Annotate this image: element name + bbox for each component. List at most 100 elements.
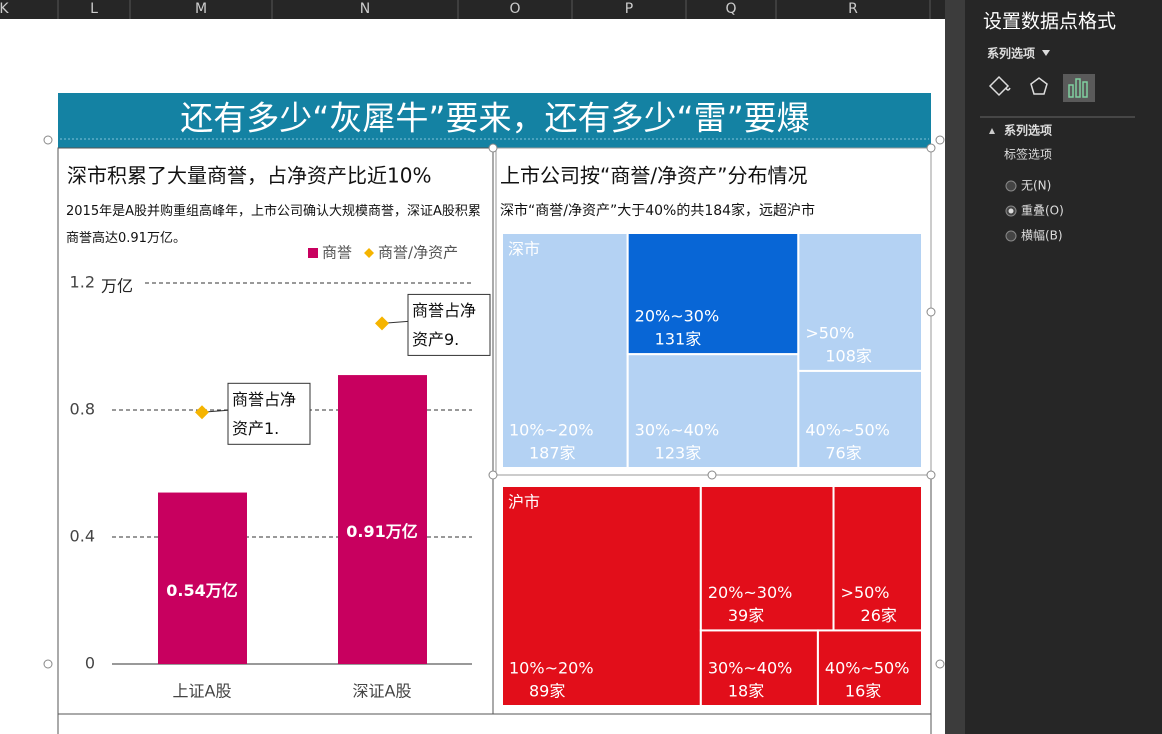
chart-title: 上市公司按“商誉/净资产”分布情况 xyxy=(500,164,807,188)
y-tick-label: 1.2 xyxy=(70,273,95,292)
tile-value: 131家 xyxy=(655,330,702,349)
tile-category: 10%~20% xyxy=(509,421,594,440)
tile-value: 89家 xyxy=(529,682,565,701)
treemap-tile xyxy=(699,485,835,632)
handle[interactable] xyxy=(926,143,936,153)
legend-label: 商誉 xyxy=(322,244,352,262)
handle[interactable] xyxy=(935,659,945,669)
handle[interactable] xyxy=(488,470,498,480)
column-letter: Q xyxy=(725,1,736,17)
handle[interactable] xyxy=(935,135,945,145)
scrollbar[interactable] xyxy=(945,0,965,734)
callout-label: 商誉占净资产1.8% xyxy=(232,390,297,439)
radio-button[interactable] xyxy=(1005,180,1017,192)
series-options-menu[interactable]: 系列选项 xyxy=(987,46,1035,61)
series-options-tab[interactable] xyxy=(1063,74,1095,102)
bar xyxy=(338,375,427,664)
handle[interactable] xyxy=(43,135,53,145)
y-tick-label: 0 xyxy=(85,654,95,673)
column-letter: M xyxy=(195,1,207,17)
column-letter: O xyxy=(509,1,520,17)
legend-swatch xyxy=(364,248,375,258)
handle[interactable] xyxy=(926,307,936,317)
column-header xyxy=(0,0,945,19)
format-pane xyxy=(965,0,1162,734)
column-letter: N xyxy=(360,1,370,17)
tile-value: 187家 xyxy=(529,444,576,463)
treemap-tile xyxy=(501,485,702,707)
group-label: 深市 xyxy=(508,240,540,259)
column-letter: K xyxy=(0,1,9,17)
pane-title: 设置数据点格式 xyxy=(983,11,1116,33)
chart-title: 深市积累了大量商誉，占净资产比近10% xyxy=(67,164,431,188)
tile-category: 40%~50% xyxy=(805,421,890,440)
callout-label: 商誉占净资产9.5% xyxy=(412,301,477,350)
bar xyxy=(158,492,247,664)
tile-category: >50% xyxy=(841,583,890,602)
tile-value: 26家 xyxy=(861,606,897,625)
callout-label-box: 商誉占净资产9.5% xyxy=(412,301,477,350)
bar-value-label: 0.91万亿 xyxy=(346,522,417,541)
y-tick-label: 0.4 xyxy=(70,527,95,546)
treemap-tile xyxy=(626,353,800,469)
label-options: 标签选项 xyxy=(1004,147,1052,162)
dashboard-title: 还有多少“灰犀牛”要来，还有多少“雷”要爆 xyxy=(180,99,809,138)
group-label: 沪市 xyxy=(508,493,540,512)
tile-value: 39家 xyxy=(728,606,764,625)
radio-label[interactable]: 横幅(B) xyxy=(1021,228,1063,243)
x-tick-label: 上证A股 xyxy=(173,682,232,701)
radio-label[interactable]: 无(N) xyxy=(1021,179,1051,193)
tile-value: 108家 xyxy=(825,346,872,365)
column-letter: L xyxy=(90,1,98,17)
section-header[interactable]: 系列选项 xyxy=(1004,123,1052,138)
y-tick-label: 0.8 xyxy=(70,400,95,419)
treemap-tile xyxy=(832,485,924,632)
tile-category: 20%~30% xyxy=(708,583,793,602)
tile-category: 30%~40% xyxy=(708,659,793,678)
treemap-tile xyxy=(797,369,923,469)
tile-value: 18家 xyxy=(728,682,764,701)
handle[interactable] xyxy=(707,470,717,480)
chart-subtitle-box: 2015年是A股并购重组高峰年，上市公司确认大规模商誉，深证A股积累商誉高达0.… xyxy=(66,204,481,246)
callout-label-box: 商誉占净资产1.8% xyxy=(232,390,297,439)
handle[interactable] xyxy=(43,659,53,669)
treemap-tile xyxy=(699,629,819,708)
radio-label[interactable]: 重叠(O) xyxy=(1021,204,1064,218)
marker xyxy=(375,316,389,331)
chart-icon xyxy=(1068,78,1088,98)
legend-label: 商誉/净资产 xyxy=(378,244,458,262)
treemap-tile xyxy=(501,232,629,469)
tile-value: 76家 xyxy=(825,444,861,463)
column-letter: P xyxy=(625,1,633,17)
legend-swatch xyxy=(308,248,318,258)
bar-value-label: 0.54万亿 xyxy=(166,581,237,600)
callout-box xyxy=(227,382,311,445)
tile-value: 123家 xyxy=(655,444,702,463)
tile-category: 20%~30% xyxy=(635,307,720,326)
tile-value: 16家 xyxy=(845,682,881,701)
radio-dot xyxy=(1008,208,1014,214)
column-letter: R xyxy=(848,1,858,17)
marker xyxy=(195,405,209,420)
treemap-tile xyxy=(626,232,800,356)
handle[interactable] xyxy=(488,143,498,153)
x-tick-label: 深证A股 xyxy=(353,682,412,701)
handle[interactable] xyxy=(926,470,936,480)
tile-category: 40%~50% xyxy=(825,659,910,678)
treemap-tile xyxy=(816,629,924,708)
treemap-tile xyxy=(797,232,923,372)
fill-icon[interactable] xyxy=(988,75,1011,97)
callout-box xyxy=(407,293,491,356)
tile-category: >50% xyxy=(805,323,854,342)
chart-subtitle: 2015年是A股并购重组高峰年，上市公司确认大规模商誉，深证A股积累商誉高达0.… xyxy=(66,204,481,246)
effects-icon[interactable] xyxy=(1030,77,1048,95)
y-unit: 万亿 xyxy=(101,277,133,296)
radio-button[interactable] xyxy=(1005,230,1017,242)
chart-subtitle: 深市“商誉/净资产”大于40%的共184家，远超沪市 xyxy=(500,202,815,219)
collapse-arrow[interactable] xyxy=(989,128,995,134)
selection-handles xyxy=(43,135,945,669)
dropdown-arrow[interactable] xyxy=(1042,50,1050,56)
tile-category: 10%~20% xyxy=(509,659,594,678)
tile-category: 30%~40% xyxy=(635,421,720,440)
